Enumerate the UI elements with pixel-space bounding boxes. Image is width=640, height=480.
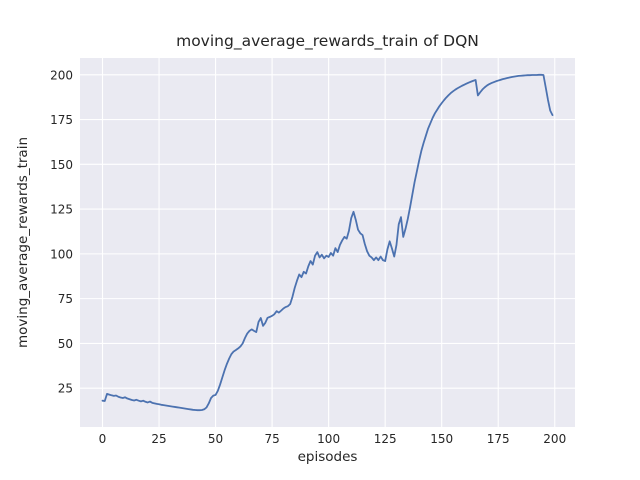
x-tick-label: 0 xyxy=(99,432,107,446)
y-tick-label: 50 xyxy=(58,337,73,351)
x-tick-label: 75 xyxy=(264,432,279,446)
reward-line xyxy=(101,73,554,412)
x-tick-label: 50 xyxy=(208,432,223,446)
grid-layer xyxy=(80,58,575,427)
x-tick-label: 200 xyxy=(543,432,566,446)
y-tick-label: 100 xyxy=(50,247,73,261)
plot-area xyxy=(80,58,575,427)
x-tick-label: 150 xyxy=(430,432,453,446)
y-tick-label: 25 xyxy=(58,382,73,396)
y-tick-label: 200 xyxy=(50,68,73,82)
x-axis-label: episodes xyxy=(298,449,358,465)
y-tick-label: 150 xyxy=(50,158,73,172)
x-tick-label: 25 xyxy=(151,432,166,446)
line-layer xyxy=(101,73,554,412)
y-tick-label: 125 xyxy=(50,203,73,217)
x-tick-label: 125 xyxy=(374,432,397,446)
y-axis-label: moving_average_rewards_train xyxy=(15,137,31,348)
y-tick-label: 75 xyxy=(58,292,73,306)
x-tick-label: 100 xyxy=(317,432,340,446)
x-tick-label: 175 xyxy=(487,432,510,446)
y-tick-label: 175 xyxy=(50,113,73,127)
chart-title: moving_average_rewards_train of DQN xyxy=(176,32,479,51)
tick-layer: 0 25 50 75 100 125 150 175 200 25 50 75 100 125 150 175… xyxy=(50,68,566,446)
plot-layer xyxy=(80,58,575,427)
